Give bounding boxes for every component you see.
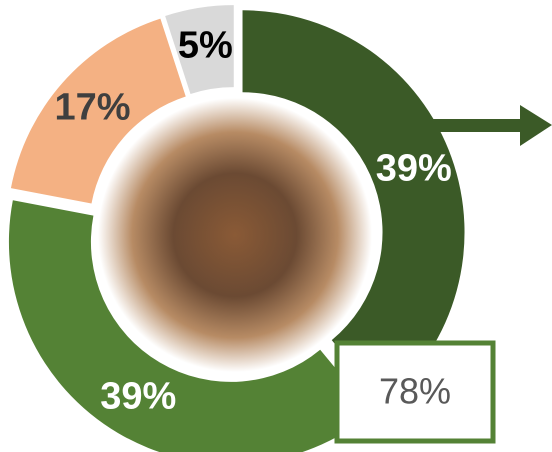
arrow (425, 105, 552, 146)
center-photo (98, 98, 372, 372)
labels: 39% 39% 17% 5% (54, 24, 451, 417)
data-label: 39% (100, 376, 176, 418)
slice (242, 10, 465, 404)
slice (8, 200, 373, 452)
annotation-box (334, 340, 496, 444)
slice (10, 18, 186, 204)
data-label: 39% (376, 148, 452, 190)
slice (165, 5, 234, 94)
slices (8, 5, 465, 452)
data-label: 5% (178, 24, 233, 66)
data-label: 17% (54, 86, 130, 128)
annotation: 78% (379, 371, 451, 412)
